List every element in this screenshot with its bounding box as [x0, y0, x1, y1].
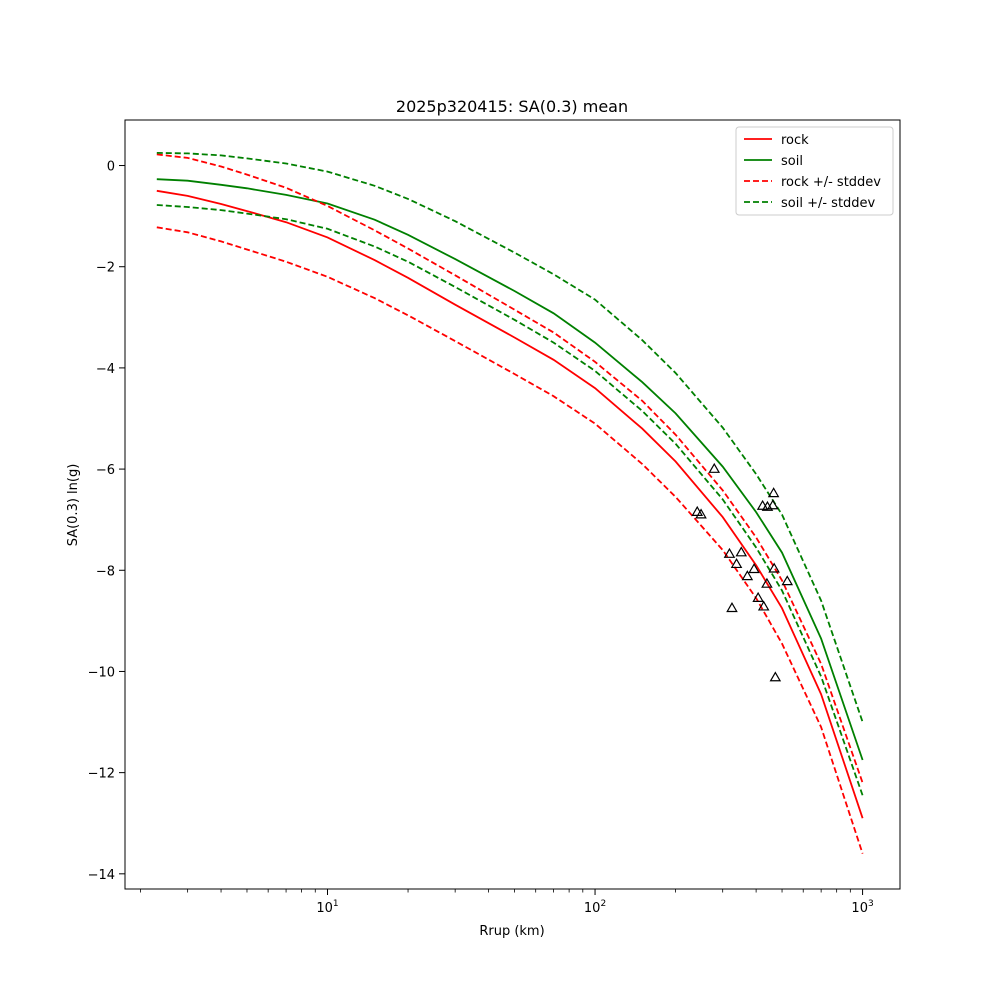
y-tick-label: −12 [88, 767, 115, 782]
legend-label: rock +/- stddev [781, 175, 881, 190]
observation-marker [726, 602, 738, 613]
observation-marker [781, 575, 794, 586]
x-tick-label: 101 [316, 899, 338, 916]
observation-marker [741, 570, 754, 581]
observation-marker [748, 563, 760, 574]
y-tick-label: −10 [88, 665, 115, 680]
series-line-0 [156, 189, 864, 819]
observation-marker [752, 591, 764, 602]
series-line-1 [156, 178, 864, 761]
observation-marker [757, 600, 770, 611]
observation-marker [723, 547, 736, 558]
observation-marker [695, 508, 707, 519]
y-tick-label: 0 [107, 160, 115, 175]
y-tick-label: −6 [96, 463, 115, 478]
x-axis-label: Rrup (km) [479, 924, 544, 939]
y-tick-label: −8 [96, 564, 115, 579]
series-line-5 [156, 204, 864, 796]
x-axis: 101 102 103 [140, 889, 874, 916]
series-line-3 [156, 226, 864, 854]
observation-marker [708, 462, 721, 473]
series-line-4 [156, 152, 864, 723]
observation-marker [768, 562, 780, 573]
legend: rock soil rock +/- stddev soil +/- stddev [735, 126, 894, 216]
x-tick-label: 103 [851, 899, 873, 916]
legend-label: rock [781, 133, 809, 148]
observation-marker [769, 671, 782, 682]
x-tick-label: 102 [584, 899, 606, 916]
legend-label: soil +/- stddev [781, 196, 876, 211]
chart-title: 2025p320415: SA(0.3) mean [396, 97, 628, 116]
y-tick-label: −2 [96, 261, 115, 276]
y-axis: 0 −2 −4 −6 −8 −10 −12 −14 [88, 160, 125, 883]
observation-marker [767, 499, 779, 510]
plot-area [124, 119, 901, 890]
y-tick-label: −4 [96, 362, 115, 377]
series-line-2 [156, 153, 864, 784]
axes-frame [124, 119, 901, 890]
y-tick-label: −14 [88, 868, 115, 883]
y-axis-label: SA(0.3) ln(g) [66, 464, 81, 547]
observation-marker [735, 546, 748, 557]
observation-marker [730, 557, 743, 569]
observation-marker [761, 577, 773, 588]
legend-box [735, 126, 894, 216]
legend-label: soil [781, 154, 803, 169]
observation-marker [767, 487, 780, 498]
